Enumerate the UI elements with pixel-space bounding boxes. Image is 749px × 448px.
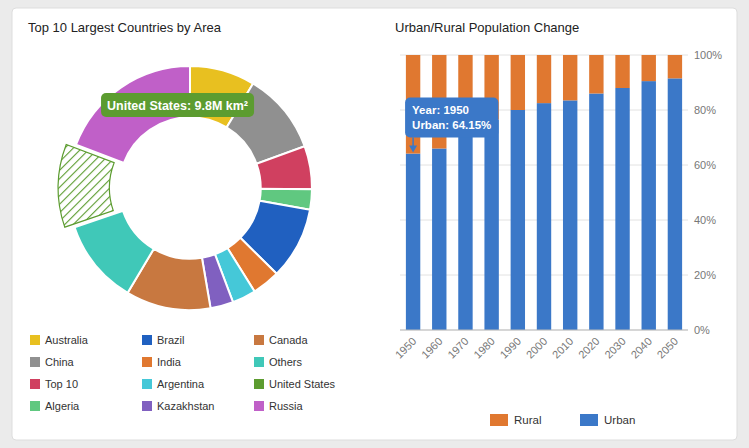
bar — [406, 154, 420, 330]
legend-label: Russia — [269, 400, 304, 412]
bars — [406, 55, 682, 330]
legend-swatch — [142, 357, 152, 367]
pie-chart: Top 10 Largest Countries by Area United S… — [28, 20, 336, 412]
bar-chart: Urban/Rural Population Change 0% 20% 40% 60%… — [393, 20, 723, 426]
legend-label: United States — [269, 378, 336, 390]
annotation-arrow — [412, 138, 414, 147]
x-tick-label: 1990 — [497, 335, 523, 361]
y-tick-label: 100% — [694, 49, 722, 61]
bar — [458, 124, 472, 330]
annotation-text: Year: 1950 — [412, 104, 469, 116]
x-axis-line — [400, 330, 688, 331]
y-tick-label: 20% — [694, 269, 716, 281]
legend-swatch — [254, 379, 264, 389]
bar — [511, 110, 525, 330]
y-tick-label: 80% — [694, 104, 716, 116]
annotation-box — [101, 93, 254, 117]
x-tick-label: 2020 — [576, 335, 602, 361]
bar — [615, 88, 629, 330]
legend-swatch — [30, 335, 40, 345]
annotation: United States: 9.8M km² — [101, 93, 254, 117]
bar — [432, 149, 446, 331]
x-tick-label: 1950 — [393, 335, 419, 361]
legend-swatch — [254, 335, 264, 345]
bar — [537, 103, 551, 330]
bar — [642, 81, 656, 330]
bar — [642, 55, 656, 81]
legend-swatch — [254, 357, 264, 367]
legend-label: Australia — [45, 334, 89, 346]
legend-swatch — [142, 401, 152, 411]
y-tick-label: 0% — [694, 324, 710, 336]
legend-label: China — [45, 356, 75, 368]
legend-label: Brazil — [157, 334, 185, 346]
card — [12, 8, 737, 440]
bar — [563, 100, 577, 330]
legend-label: Urban — [604, 414, 635, 426]
y-tick-label: 60% — [694, 159, 716, 171]
x-tick-label: 2050 — [655, 335, 681, 361]
bar — [615, 55, 629, 88]
bar — [668, 55, 682, 78]
legend-swatch — [490, 414, 508, 426]
legend: Rural Urban — [490, 414, 635, 426]
legend-label: Rural — [514, 414, 541, 426]
x-tick-label: 1960 — [419, 335, 445, 361]
annotation-box — [405, 98, 498, 138]
bar — [668, 78, 682, 330]
x-tick-label: 2000 — [524, 335, 550, 361]
legend-swatch — [580, 414, 598, 426]
bar — [484, 120, 498, 330]
bar — [511, 55, 525, 110]
legend-label: Argentina — [157, 378, 205, 390]
annotation-arrowhead — [409, 146, 417, 153]
x-tick-label: 1970 — [445, 335, 471, 361]
legend: Australia China Top 10 Algeria Brazil India Ar… — [30, 334, 336, 412]
annotation: Year: 1950 Urban: 64.15% — [405, 98, 498, 153]
x-tick-label: 2010 — [550, 335, 576, 361]
legend-label: Algeria — [45, 400, 80, 412]
x-tick-label: 1980 — [471, 335, 497, 361]
legend-swatch — [142, 379, 152, 389]
legend-label: Top 10 — [45, 378, 78, 390]
chart-root: Top 10 Largest Countries by Area United S… — [0, 0, 749, 448]
bar — [589, 94, 603, 331]
legend-swatch — [30, 379, 40, 389]
legend-swatch — [254, 401, 264, 411]
legend-label: India — [157, 356, 182, 368]
annotation-text: United States: 9.8M km² — [107, 99, 248, 113]
x-tick-label: 2030 — [602, 335, 628, 361]
title: Urban/Rural Population Change — [395, 20, 579, 35]
legend-swatch — [30, 401, 40, 411]
bar — [563, 55, 577, 100]
x-tick-label: 2040 — [628, 335, 654, 361]
legend-label: Others — [269, 356, 303, 368]
bar — [589, 55, 603, 94]
annotation-text: Urban: 64.15% — [412, 119, 491, 131]
x-axis: 1950196019701980199020002010202020302040… — [393, 335, 681, 361]
legend-label: Kazakhstan — [157, 400, 214, 412]
legend-swatch — [142, 335, 152, 345]
pie-slice — [256, 146, 312, 189]
y-axis: 0% 20% 40% 60% 80% 100% — [400, 49, 722, 336]
bar — [537, 55, 551, 103]
legend-swatch — [30, 357, 40, 367]
pie-slice — [75, 211, 154, 293]
y-tick-label: 40% — [694, 214, 716, 226]
legend-label: Canada — [269, 334, 308, 346]
title: Top 10 Largest Countries by Area — [28, 20, 222, 35]
grid-line — [400, 330, 688, 331]
